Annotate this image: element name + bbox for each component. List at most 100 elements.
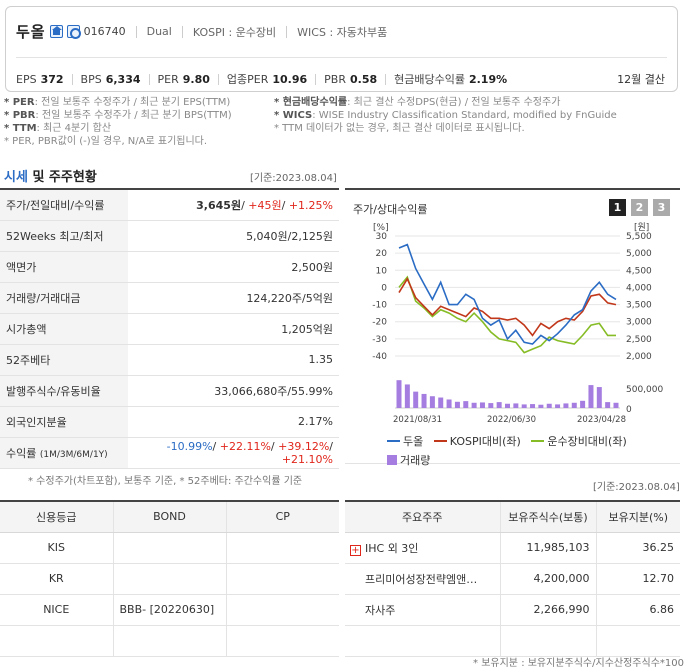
home-icon[interactable] xyxy=(49,25,63,38)
legend-label-stock: 두올 xyxy=(403,435,424,448)
chart-button-1[interactable]: 1 xyxy=(609,199,626,216)
section-title: 시세 및 주주현황 xyxy=(4,166,97,185)
volume-bar xyxy=(429,396,435,408)
return-3m: +22.11% xyxy=(219,439,271,453)
volume-bar xyxy=(613,402,619,408)
empty-cell xyxy=(345,625,500,657)
kospi-sector: KOSPI : 운수장비 xyxy=(192,25,277,39)
volume-bar xyxy=(471,402,477,408)
price-change: +45원 xyxy=(248,198,282,212)
holder-name-text: IHC 외 3인 xyxy=(365,541,419,555)
empty-cell xyxy=(0,625,113,657)
volume-value: 124,220주/5억원 xyxy=(128,282,339,314)
table-header-row: 주요주주 보유주식수(보통) 보유지분(%) xyxy=(345,500,680,533)
price-chart: 30 5,500 20 5,000 10 4,500 0 4,000 -10 3,500 -20 3,… xyxy=(372,222,663,425)
holder-header-ratio: 보유지분(%) xyxy=(595,500,680,533)
credit-header-rating: 신용등급 xyxy=(0,500,113,533)
price-table: 주가/전일대비/수익률 3,645원/ +45원/ +1.25% 52Weeks… xyxy=(0,188,339,469)
credit-header-bond: BOND xyxy=(112,500,226,533)
section-title-rest: 및 주주현황 xyxy=(27,170,97,185)
credit-agency: NICE xyxy=(0,594,113,626)
note-per-pbr: * PER, PBR값이 (-)일 경우, N/A로 표기됩니다. xyxy=(4,136,208,147)
stock-code: 016740 xyxy=(83,25,126,38)
y2-axis-unit: [원] xyxy=(634,222,649,233)
y-tick-label: -30 xyxy=(372,335,387,345)
credit-bond xyxy=(112,532,226,564)
chart-title: 주가/상대수익률 xyxy=(353,203,428,216)
legend-item-stock: 두올 xyxy=(387,433,423,449)
metric-pbr-value: 0.58 xyxy=(349,72,378,86)
table-row: 액면가 2,500원 xyxy=(0,251,339,283)
y-tick-label: 20 xyxy=(376,249,388,259)
chart-panel: 주가/상대수익률 1 2 3 30 5,500 20 5,000 10 4,500 0 4,0… xyxy=(345,188,680,467)
table-row: 주가/전일대비/수익률 3,645원/ +45원/ +1.25% xyxy=(0,188,339,221)
holder-shares: 2,266,990 xyxy=(499,594,596,626)
volume-bar xyxy=(505,403,510,408)
table-row: 수익률 (1M/3M/6M/1Y) -10.99%/ +22.11%/ +39.… xyxy=(0,437,339,469)
week52-label: 52Weeks 최고/최저 xyxy=(0,220,128,252)
legend-item-sector: 운수장비대비(좌) xyxy=(531,433,627,449)
par-label: 액면가 xyxy=(0,251,128,283)
divider xyxy=(385,73,387,85)
volume-bar xyxy=(546,403,552,408)
wics-sector: WICS : 자동차부품 xyxy=(297,25,388,39)
table-row xyxy=(345,625,680,657)
volume-bar xyxy=(563,403,569,408)
mcap-value: 1,205억원 xyxy=(128,313,339,345)
table-row: 외국인지분율 2.17% xyxy=(0,406,339,438)
holder-ratio: 36.25 xyxy=(595,532,680,564)
volume-bar xyxy=(538,404,544,408)
header-divider xyxy=(16,57,667,58)
company-header: 두올 016740 Dual KOSPI : 운수장비 WICS : 자동차부품… xyxy=(5,6,678,92)
chart-button-3[interactable]: 3 xyxy=(653,199,670,216)
note-per-text: : 전일 보통주 수정주가 / 최근 분기 EPS(TTM) xyxy=(34,97,231,108)
y-tick-label: -20 xyxy=(372,318,387,328)
metric-bps-label: BPS xyxy=(80,72,102,86)
volume-bar xyxy=(404,384,410,408)
metric-dividend-label: 현금배당수익률 xyxy=(394,73,465,86)
ir-icon[interactable] xyxy=(66,25,81,39)
plus-icon[interactable]: + xyxy=(350,544,361,556)
week52-value: 5,040원/2,125원 xyxy=(128,220,339,252)
section-title-highlight: 시세 xyxy=(4,170,28,185)
shareholder-table: 주요주주 보유주식수(보통) 보유지분(%) + IHC 외 3인 11,985,… xyxy=(345,500,680,657)
return-1y: +21.10% xyxy=(281,452,333,466)
par-value: 2,500원 xyxy=(128,251,339,283)
legend-line-stock xyxy=(387,440,400,442)
table-row: 52Weeks 최고/최저 5,040원/2,125원 xyxy=(0,220,339,252)
table-row: KR xyxy=(0,563,339,595)
holder-name[interactable]: + IHC 외 3인 xyxy=(345,532,500,564)
legend-line-kospi xyxy=(433,440,447,442)
credit-agency: KIS xyxy=(0,532,113,564)
table-row: + IHC 외 3인 11,985,103 36.25 xyxy=(345,532,680,564)
metric-sector-per-value: 10.96 xyxy=(272,72,308,86)
price-date: [기준:2023.08.04] xyxy=(250,173,337,184)
table-row xyxy=(0,625,339,657)
note-wics-text: : WISE Industry Classification Standard,… xyxy=(312,110,617,121)
legend-label-kospi: KOSPI대비(좌) xyxy=(449,435,521,448)
price-note: * 수정주가(차트포함), 보통주 기준, * 52주베타: 주간수익률 기준 xyxy=(28,476,303,487)
y2-tick-label: 5,000 xyxy=(626,249,652,259)
metric-notes: * PER: 전일 보통주 수정주가 / 최근 분기 EPS(TTM) * 현금… xyxy=(4,96,684,148)
return-label: 수익률 (1M/3M/6M/1Y) xyxy=(0,437,128,469)
note-wics-label: * WICS xyxy=(274,110,313,121)
shares-label: 발행주식수/유동비율 xyxy=(0,375,128,407)
divider xyxy=(181,25,183,38)
legend-line-sector xyxy=(531,440,545,442)
series-line-0 xyxy=(398,243,617,345)
series-line-1 xyxy=(398,277,617,337)
chart-buttons: 1 2 3 xyxy=(604,199,670,216)
metric-eps-value: 372 xyxy=(40,72,64,86)
beta-value: 1.35 xyxy=(128,344,339,376)
credit-agency: KR xyxy=(0,563,113,595)
holder-note: * 보유지분 : 보유지분주식수/지수산정주식수*100 xyxy=(473,658,684,668)
volume-bar xyxy=(438,397,444,408)
table-row: 자사주 2,266,990 6.86 xyxy=(345,594,680,626)
chart-button-2[interactable]: 2 xyxy=(631,199,648,216)
volume-tick-label: 0 xyxy=(626,405,632,415)
note-pbr-text: : 전일 보통주 수정주가 / 최근 분기 BPS(TTM) xyxy=(35,110,232,121)
divider xyxy=(71,73,73,85)
note-ttm-data: * TTM 데이터가 없는 경우, 최근 결산 데이터로 표시됩니다. xyxy=(274,123,525,134)
volume-bar xyxy=(446,399,452,408)
note-pbr-label: * PBR xyxy=(4,110,36,121)
